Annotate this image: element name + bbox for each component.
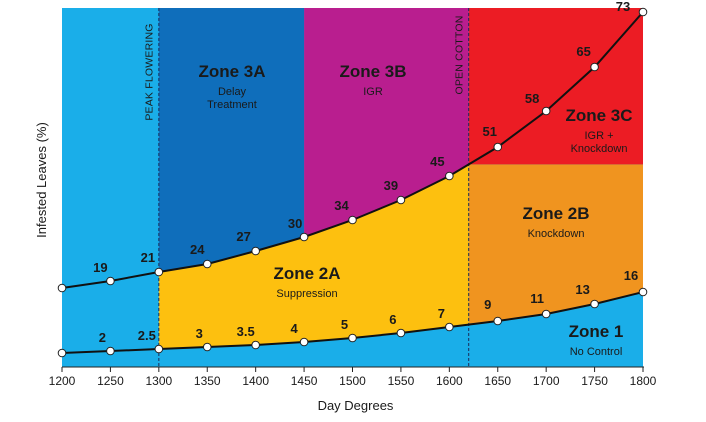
zone-areas bbox=[62, 8, 643, 367]
data-series bbox=[57, 7, 648, 358]
lower-point-label: 16 bbox=[624, 268, 638, 283]
vertical-markers: PEAK FLOWERING OPEN COTTON bbox=[144, 8, 470, 367]
zone-3b-subtitle: IGR bbox=[363, 86, 383, 98]
x-tick-label: 1650 bbox=[484, 374, 511, 388]
axes: 1200 1250 1300 1350 1400 1450 1500 1550 1600 1650… bbox=[34, 122, 657, 413]
data-point bbox=[106, 346, 115, 356]
data-point bbox=[493, 316, 503, 326]
zone-3a-area bbox=[158, 8, 305, 272]
lower-point-label: 9 bbox=[484, 297, 491, 312]
zone-1-subtitle: No Control bbox=[570, 346, 623, 358]
upper-point-label: 73 bbox=[616, 0, 630, 14]
x-tick-label: 1350 bbox=[194, 374, 221, 388]
lower-point-label: 3.5 bbox=[237, 324, 255, 339]
data-point bbox=[348, 215, 357, 225]
x-tick-label: 1800 bbox=[630, 374, 657, 388]
zone-1-title: Zone 1 bbox=[569, 322, 624, 341]
upper-point-label: 27 bbox=[236, 229, 250, 244]
data-point bbox=[638, 7, 648, 17]
zone-3a-title: Zone 3A bbox=[198, 62, 265, 81]
data-point bbox=[590, 299, 599, 309]
y-axis-title: Infested Leaves (%) bbox=[34, 122, 49, 238]
lower-point-label: 11 bbox=[530, 291, 544, 306]
zone-2b-title: Zone 2B bbox=[522, 204, 589, 223]
x-axis-title: Day Degrees bbox=[318, 398, 394, 413]
data-point bbox=[445, 322, 454, 332]
x-tick-label: 1300 bbox=[145, 374, 172, 388]
data-point bbox=[541, 309, 551, 319]
upper-point-label: 30 bbox=[288, 216, 302, 231]
lower-point-label: 3 bbox=[196, 326, 203, 341]
upper-point-label: 39 bbox=[384, 178, 398, 193]
x-tick-label: 1400 bbox=[242, 374, 269, 388]
x-tick-label: 1600 bbox=[436, 374, 463, 388]
zone-2a-title: Zone 2A bbox=[273, 264, 340, 283]
data-point bbox=[493, 142, 503, 152]
upper-point-label: 21 bbox=[141, 250, 155, 265]
zone-3a-subtitle: Treatment bbox=[207, 99, 257, 111]
upper-point-label: 51 bbox=[483, 124, 497, 139]
x-tick-label: 1750 bbox=[581, 374, 608, 388]
lower-point-label: 2 bbox=[99, 330, 106, 345]
data-point bbox=[154, 344, 164, 354]
lower-point-label: 13 bbox=[575, 282, 589, 297]
zone-2b-subtitle: Knockdown bbox=[528, 228, 585, 240]
x-tick-label: 1250 bbox=[97, 374, 124, 388]
lower-point-label: 7 bbox=[438, 306, 445, 321]
data-point bbox=[202, 342, 212, 352]
upper-point-label: 65 bbox=[576, 44, 590, 59]
data-point bbox=[57, 348, 67, 358]
zone-3c-title: Zone 3C bbox=[565, 106, 632, 125]
lower-point-label: 2.5 bbox=[138, 328, 156, 343]
upper-point-label: 24 bbox=[190, 242, 205, 257]
upper-point-label: 19 bbox=[93, 260, 107, 275]
data-point bbox=[57, 283, 67, 293]
x-tick-label: 1200 bbox=[49, 374, 76, 388]
zone-2a-area bbox=[158, 164, 469, 349]
x-tick-label: 1700 bbox=[533, 374, 560, 388]
lower-point-label: 5 bbox=[341, 317, 348, 332]
zone-3b-title: Zone 3B bbox=[339, 62, 406, 81]
zone-3c-subtitle: Knockdown bbox=[571, 143, 628, 155]
zone-3c-area bbox=[468, 8, 643, 165]
upper-point-label: 45 bbox=[430, 154, 444, 169]
data-point bbox=[154, 267, 164, 277]
upper-point-label: 34 bbox=[334, 198, 349, 213]
data-point bbox=[251, 246, 260, 256]
data-point bbox=[590, 62, 599, 72]
data-point bbox=[106, 276, 115, 286]
data-point bbox=[445, 171, 454, 181]
zone-2b-area bbox=[468, 164, 643, 325]
data-point bbox=[251, 340, 260, 350]
open-cotton-label: OPEN COTTON bbox=[453, 15, 465, 94]
data-point bbox=[396, 328, 406, 338]
data-point bbox=[299, 337, 309, 347]
peak-flowering-label: PEAK FLOWERING bbox=[144, 23, 156, 120]
zone-2a-subtitle: Suppression bbox=[276, 288, 337, 300]
point-labels: 2 2.5 3 3.5 4 5 6 79 111316192124273034394551586… bbox=[93, 0, 638, 345]
zone-3b-area bbox=[304, 8, 469, 237]
x-tick-label: 1450 bbox=[291, 374, 318, 388]
zone-3a-subtitle: Delay bbox=[218, 86, 247, 98]
lower-point-label: 4 bbox=[290, 321, 298, 336]
lower-point-label: 6 bbox=[389, 312, 396, 327]
x-tick-label: 1500 bbox=[339, 374, 366, 388]
data-point bbox=[202, 259, 212, 269]
zone-3c-subtitle: IGR + bbox=[584, 130, 613, 142]
zone-labels: Zone 1 No Control Zone 2A Suppression Zone 2… bbox=[198, 62, 632, 358]
data-point bbox=[541, 106, 551, 116]
data-point bbox=[638, 287, 648, 297]
data-point bbox=[299, 232, 309, 242]
data-point bbox=[348, 333, 357, 343]
x-tick-label: 1550 bbox=[388, 374, 415, 388]
data-point bbox=[396, 195, 406, 205]
upper-point-label: 58 bbox=[525, 91, 539, 106]
